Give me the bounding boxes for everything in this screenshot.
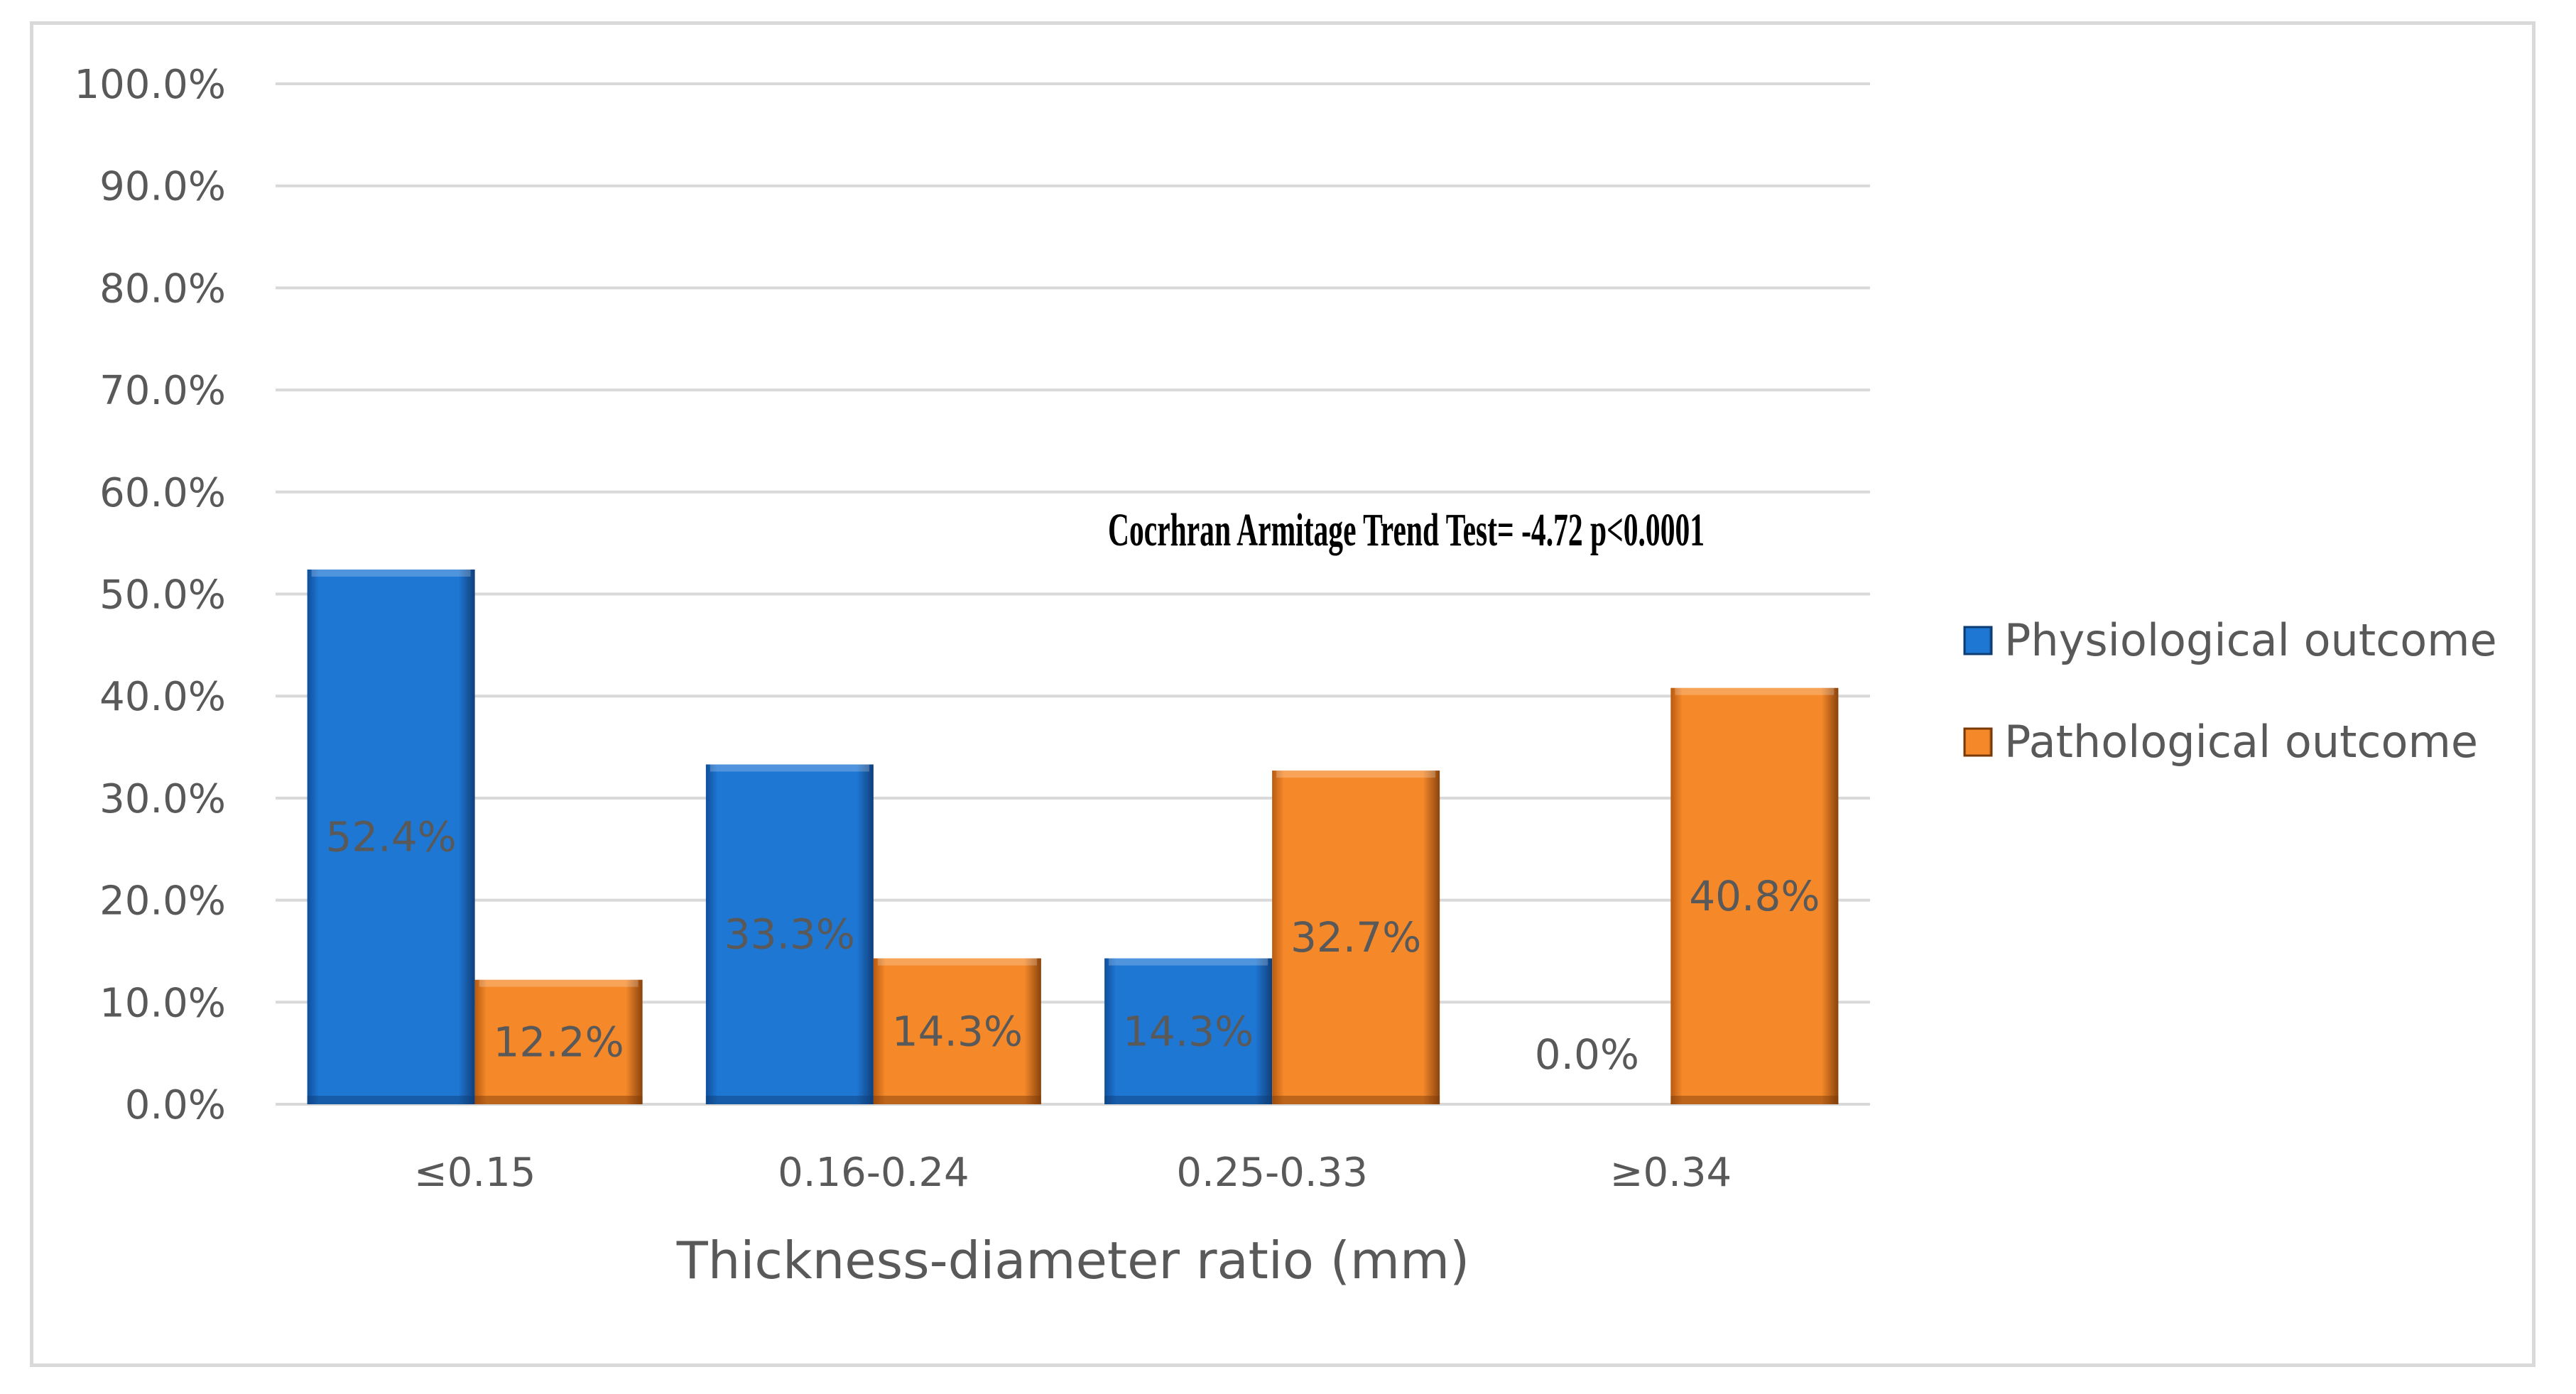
legend: Physiological outcome Pathological outcom… xyxy=(1963,614,2497,768)
x-tick-label: 0.25-0.33 xyxy=(1176,1150,1368,1196)
bar xyxy=(1104,958,1273,1104)
bar xyxy=(705,764,874,1104)
chart-frame xyxy=(30,21,2536,1367)
data-labels: 52.4% 12.2% 33.3% 14.3% 14.3% 32.7% 0.0% 40.8% xyxy=(325,813,1820,1079)
y-axis-ticks: 0.0% 10.0% 20.0% 30.0% 40.0% 50.0% 60.0% 70.0% 8… xyxy=(74,62,226,1128)
y-tick-label: 100.0% xyxy=(74,62,226,108)
bars xyxy=(307,570,1839,1104)
x-axis-ticks: ≤0.15 0.16-0.24 0.25-0.33 ≥0.34 xyxy=(414,1150,1732,1196)
y-tick-label: 90.0% xyxy=(99,164,226,210)
gridlines xyxy=(276,82,1870,1106)
bar xyxy=(1272,770,1440,1104)
bar xyxy=(873,958,1041,1104)
y-tick-label: 10.0% xyxy=(99,980,226,1026)
bar xyxy=(474,979,643,1104)
bar xyxy=(1670,687,1839,1104)
data-label: 14.3% xyxy=(1123,1007,1254,1055)
legend-item: Physiological outcome xyxy=(1963,614,2497,666)
legend-swatch xyxy=(1963,727,1993,757)
x-tick-label: 0.16-0.24 xyxy=(778,1150,969,1196)
data-label: 12.2% xyxy=(493,1018,624,1066)
y-tick-label: 60.0% xyxy=(99,470,226,516)
y-tick-label: 70.0% xyxy=(99,368,226,414)
y-tick-label: 40.0% xyxy=(99,674,226,720)
data-label: 40.8% xyxy=(1689,872,1820,920)
y-tick-label: 50.0% xyxy=(99,572,226,619)
data-label: 14.3% xyxy=(892,1007,1023,1055)
x-tick-label: ≥0.34 xyxy=(1610,1150,1732,1196)
legend-label: Physiological outcome xyxy=(2004,614,2497,666)
y-tick-label: 80.0% xyxy=(99,266,226,312)
x-axis-title: Thickness-diameter ratio (mm) xyxy=(676,1231,1469,1290)
legend-item: Pathological outcome xyxy=(1963,716,2478,768)
y-tick-label: 30.0% xyxy=(99,776,226,822)
data-label: 52.4% xyxy=(325,813,456,861)
y-tick-label: 0.0% xyxy=(125,1082,226,1128)
x-tick-label: ≤0.15 xyxy=(414,1150,536,1196)
data-label: 0.0% xyxy=(1535,1030,1639,1079)
trend-test-annotation: Cocrhran Armitage Trend Test= -4.72 p<0.… xyxy=(1108,504,1705,556)
data-label: 33.3% xyxy=(724,910,855,959)
data-label: 32.7% xyxy=(1290,913,1421,962)
bar xyxy=(307,570,475,1104)
y-tick-label: 20.0% xyxy=(99,878,226,925)
legend-label: Pathological outcome xyxy=(2004,716,2478,768)
legend-swatch xyxy=(1963,626,1993,655)
